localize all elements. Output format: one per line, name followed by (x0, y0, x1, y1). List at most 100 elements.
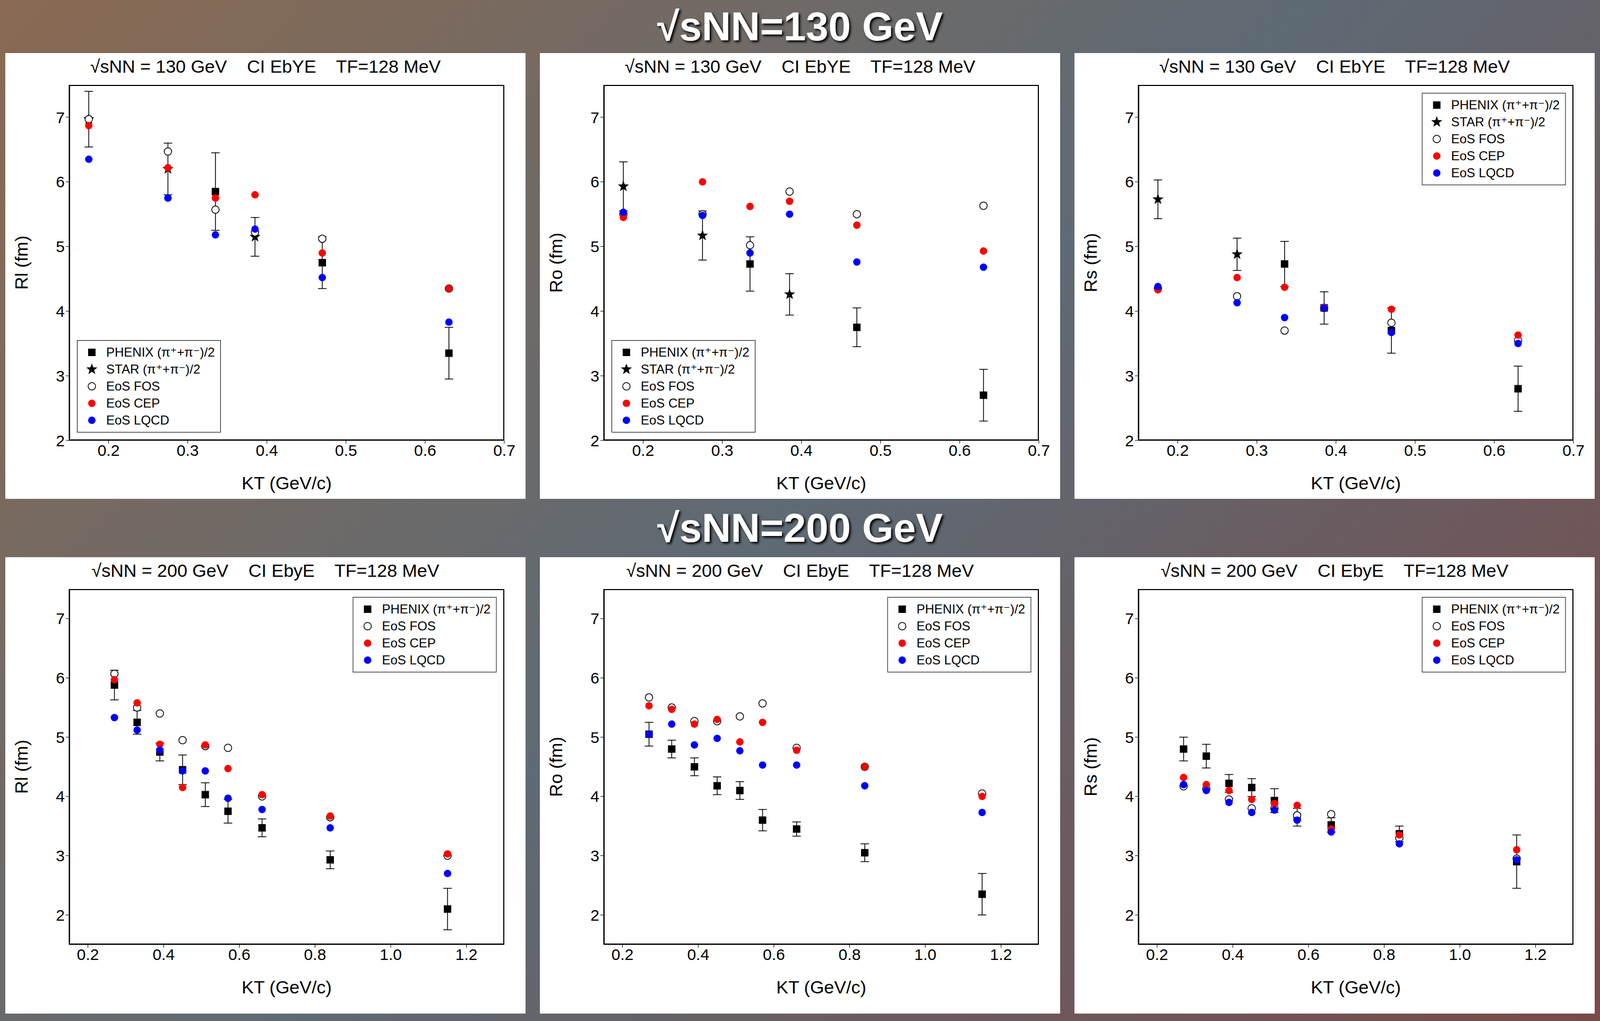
svg-text:KT (GeV/c): KT (GeV/c) (1310, 472, 1401, 494)
svg-text:1.2: 1.2 (1524, 945, 1547, 964)
svg-text:5: 5 (55, 728, 65, 747)
svg-text:2: 2 (55, 906, 65, 925)
svg-text:0.5: 0.5 (869, 441, 892, 460)
svg-text:6: 6 (1124, 173, 1134, 191)
svg-text:0.6: 0.6 (414, 441, 437, 460)
html-text:PHENIX (π⁺+π⁻)/2: PHENIX (π⁺+π⁻)/2 (1451, 97, 1560, 113)
svg-text:5: 5 (1124, 728, 1134, 747)
svg-text:2: 2 (1124, 432, 1134, 450)
svg-text:4: 4 (1124, 302, 1134, 321)
svg-text:5: 5 (590, 728, 600, 747)
html-text:EoS CEP: EoS CEP (916, 635, 971, 651)
svg-text:0.4: 0.4 (255, 441, 279, 460)
svg-text:0.6: 0.6 (1297, 945, 1320, 964)
svg-text:1.0: 1.0 (1448, 945, 1472, 964)
html-text:√sNN = 200 GeV CI EbyE TF=128: √sNN = 200 GeV CI EbyE TF=128 MeV (91, 560, 440, 581)
svg-text:3: 3 (1124, 847, 1134, 865)
svg-text:0.5: 0.5 (334, 441, 358, 460)
html-text:√sNN = 130 GeV CI EbYE TF=128: √sNN = 130 GeV CI EbYE TF=128 MeV (624, 56, 976, 77)
svg-text:1.2: 1.2 (990, 945, 1013, 964)
svg-text:3: 3 (55, 367, 65, 385)
svg-text:KT (GeV/c): KT (GeV/c) (241, 472, 332, 494)
svg-text:1.2: 1.2 (455, 945, 478, 964)
html-text:Rs (fm): Rs (fm) (1080, 737, 1101, 797)
svg-text:0.3: 0.3 (1245, 441, 1269, 460)
svg-text:0.2: 0.2 (76, 945, 100, 964)
svg-text:0.4: 0.4 (152, 945, 175, 964)
html-text:Rs (fm): Rs (fm) (1080, 233, 1101, 293)
svg-text:0.2: 0.2 (632, 441, 655, 460)
html-text:√sNN=130 GeV: √sNN=130 GeV (657, 3, 943, 49)
svg-text:1.0: 1.0 (914, 945, 937, 964)
svg-text:7: 7 (1124, 609, 1134, 628)
svg-text:0.4: 0.4 (1325, 441, 1348, 460)
svg-text:0.3: 0.3 (176, 441, 200, 460)
svg-text:4: 4 (590, 787, 600, 806)
svg-text:6: 6 (55, 669, 65, 687)
svg-text:KT (GeV/c): KT (GeV/c) (776, 977, 866, 998)
svg-text:KT (GeV/c): KT (GeV/c) (776, 472, 866, 494)
svg-text:0.3: 0.3 (711, 441, 734, 460)
svg-text:0.2: 0.2 (611, 945, 634, 964)
html-text:EoS LQCD: EoS LQCD (381, 652, 445, 668)
svg-text:4: 4 (55, 302, 65, 321)
svg-text:0.2: 0.2 (1146, 945, 1169, 964)
html-text:√sNN = 200 GeV CI EbyE TF=128: √sNN = 200 GeV CI EbyE TF=128 MeV (626, 560, 974, 581)
svg-text:2: 2 (590, 906, 600, 925)
svg-text:0.6: 0.6 (1483, 441, 1506, 460)
svg-text:0.2: 0.2 (97, 441, 120, 460)
svg-text:5: 5 (55, 237, 65, 256)
html-text:EoS CEP: EoS CEP (381, 635, 436, 651)
svg-text:3: 3 (55, 847, 65, 865)
svg-text:6: 6 (55, 173, 65, 191)
svg-text:0.4: 0.4 (790, 441, 813, 460)
svg-text:0.6: 0.6 (228, 945, 251, 964)
svg-text:0.5: 0.5 (1404, 441, 1427, 460)
html-text:√sNN = 130 GeV CI EbYE TF=128: √sNN = 130 GeV CI EbYE TF=128 MeV (90, 56, 441, 77)
svg-text:KT (GeV/c): KT (GeV/c) (241, 977, 332, 998)
svg-text:3: 3 (590, 367, 600, 385)
svg-text:0.4: 0.4 (1221, 945, 1244, 964)
svg-text:7: 7 (55, 609, 65, 628)
html-text:EoS FOS: EoS FOS (916, 618, 971, 634)
html-text:PHENIX (π⁺+π⁻)/2: PHENIX (π⁺+π⁻)/2 (916, 601, 1026, 617)
html-text:Rl (fm): Rl (fm) (10, 740, 32, 795)
svg-text:6: 6 (590, 173, 600, 191)
svg-text:0.8: 0.8 (838, 945, 862, 964)
svg-text:0.6: 0.6 (762, 945, 786, 964)
html-text:√sNN = 130 GeV CI EbYE TF=128: √sNN = 130 GeV CI EbYE TF=128 MeV (1159, 56, 1510, 77)
html-text:Ro (fm): Ro (fm) (545, 736, 566, 798)
svg-text:7: 7 (1124, 108, 1134, 127)
html-text:Ro (fm): Ro (fm) (545, 232, 566, 293)
svg-text:6: 6 (590, 669, 600, 687)
html-text:Rl (fm): Rl (fm) (10, 235, 32, 290)
svg-text:0.8: 0.8 (1373, 945, 1396, 964)
svg-text:2: 2 (55, 432, 65, 450)
svg-text:7: 7 (590, 108, 600, 127)
svg-text:3: 3 (1124, 367, 1134, 385)
svg-text:0.7: 0.7 (1562, 441, 1585, 460)
html-text:√sNN=200 GeV: √sNN=200 GeV (657, 505, 943, 551)
html-text:EoS FOS: EoS FOS (381, 618, 436, 634)
svg-text:2: 2 (1124, 906, 1134, 925)
svg-text:0.7: 0.7 (493, 441, 516, 460)
svg-text:2: 2 (590, 432, 600, 450)
svg-text:0.7: 0.7 (1027, 441, 1051, 460)
svg-text:7: 7 (55, 108, 65, 127)
svg-text:7: 7 (590, 609, 600, 628)
svg-text:0.2: 0.2 (1166, 441, 1190, 460)
svg-text:1.0: 1.0 (379, 945, 402, 964)
html-text:PHENIX (π⁺+π⁻)/2: PHENIX (π⁺+π⁻)/2 (381, 601, 491, 617)
svg-text:5: 5 (590, 237, 600, 256)
svg-text:0.6: 0.6 (948, 441, 971, 460)
svg-text:3: 3 (590, 847, 600, 865)
svg-text:4: 4 (590, 302, 600, 321)
svg-text:4: 4 (1124, 787, 1134, 806)
svg-text:0.8: 0.8 (304, 945, 327, 964)
svg-text:4: 4 (55, 787, 65, 806)
svg-text:0.4: 0.4 (686, 945, 710, 964)
svg-text:5: 5 (1124, 237, 1134, 256)
html-text:√sNN = 200 GeV CI EbyE TF=128: √sNN = 200 GeV CI EbyE TF=128 MeV (1160, 560, 1509, 581)
svg-text:6: 6 (1124, 669, 1134, 687)
svg-text:KT (GeV/c): KT (GeV/c) (1310, 977, 1401, 998)
